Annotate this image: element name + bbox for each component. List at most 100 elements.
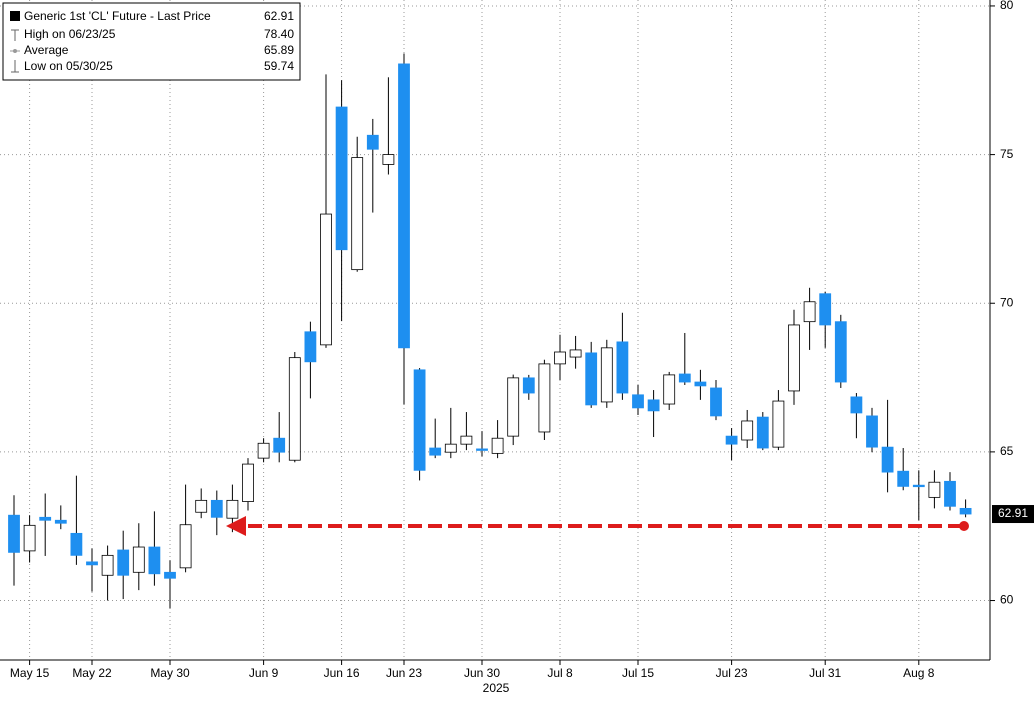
legend-value: 59.74 [264, 59, 294, 73]
x-axis-label: 2025 [483, 681, 510, 695]
candle-body [164, 571, 176, 579]
candle-body [803, 301, 816, 323]
candle-body [756, 416, 769, 449]
candle-body [132, 546, 145, 573]
candle-body [834, 321, 847, 383]
candle-body [70, 532, 83, 556]
candles [8, 53, 972, 609]
x-tick-label: Jun 23 [386, 666, 422, 680]
x-tick-label: Jun 9 [249, 666, 279, 680]
candle-body [273, 437, 286, 453]
candle-body [288, 357, 301, 461]
legend-value: 78.40 [264, 27, 294, 41]
candle-body [257, 442, 270, 459]
candle-body [600, 347, 613, 403]
candle-body [476, 448, 488, 451]
candle-body [101, 554, 114, 576]
candle-body [866, 415, 878, 448]
candle-body [429, 447, 442, 456]
x-tick-label: May 15 [10, 666, 50, 680]
last-price-tag [992, 505, 1034, 524]
x-tick-label: Aug 8 [903, 666, 935, 680]
candle-body [226, 499, 239, 519]
candle-body [54, 519, 67, 524]
legend-icon [13, 49, 17, 53]
candle-body [944, 480, 956, 507]
candle-body [179, 524, 192, 569]
candle-body [850, 396, 863, 414]
candle-body [320, 213, 332, 346]
x-tick-label: Jul 15 [622, 666, 654, 680]
candle-body [491, 437, 504, 454]
candle-body [398, 63, 410, 349]
candle-body [554, 351, 566, 365]
legend-value: 65.89 [264, 43, 294, 57]
x-tick-label: Jun 16 [324, 666, 360, 680]
candle-body [382, 154, 395, 165]
candle-body [8, 514, 20, 553]
legend-box [2, 2, 301, 81]
last-price-label: 62.91 [998, 506, 1028, 520]
candle-body [413, 369, 426, 471]
candle-body [616, 341, 629, 394]
legend-label: High on 06/23/25 [24, 27, 116, 41]
candle-body [569, 349, 582, 358]
candle-body [788, 324, 800, 392]
candle-body [117, 549, 130, 576]
candle-body [335, 106, 348, 251]
y-tick-label: 65 [1000, 444, 1014, 458]
candle-body [304, 331, 317, 363]
candle-body [538, 363, 551, 433]
candle-body [632, 394, 644, 409]
legend-label: Low on 05/30/25 [24, 59, 113, 73]
candle-body [694, 381, 707, 387]
candle-body [242, 463, 254, 502]
x-tick-label: Jun 30 [464, 666, 500, 680]
candle-body [881, 446, 894, 473]
y-tick-label: 75 [1000, 147, 1014, 161]
x-tick-label: May 30 [150, 666, 190, 680]
arrow-head [226, 516, 246, 536]
candle-body [772, 400, 785, 448]
legend: Generic 1st 'CL' Future - Last Price 62.… [2, 2, 301, 81]
arrow-dot [959, 521, 969, 531]
candle-body [351, 157, 364, 271]
y-tick-label: 70 [1000, 295, 1014, 309]
candle-body [366, 134, 379, 150]
candle-body [663, 374, 676, 405]
x-tick-label: Jul 8 [547, 666, 573, 680]
candle-body [148, 546, 161, 575]
legend-icon [11, 29, 19, 41]
legend-swatch [10, 11, 20, 21]
legend-value: 62.91 [264, 9, 294, 23]
candle-body [210, 499, 223, 518]
candle-body [195, 499, 208, 513]
candle-body [460, 435, 473, 445]
candle-body [741, 420, 754, 441]
y-tick-label: 80 [1000, 0, 1014, 12]
legend-icon [11, 60, 19, 73]
candle-body [959, 507, 972, 515]
candle-body [585, 352, 598, 406]
legend-label: Generic 1st 'CL' Future - Last Price [24, 9, 211, 23]
candle-body [444, 443, 457, 453]
x-tick-label: May 22 [72, 666, 112, 680]
candle-body [710, 387, 722, 417]
x-tick-label: Jul 31 [809, 666, 841, 680]
legend-label: Average [24, 43, 69, 57]
candle-body [39, 516, 52, 521]
candle-body [725, 435, 738, 445]
candle-body [928, 481, 941, 498]
candle-body [912, 484, 925, 488]
x-tick-label: Jul 23 [716, 666, 748, 680]
candle-body [819, 293, 832, 326]
candle-body [507, 377, 520, 437]
candle-body [678, 373, 691, 383]
y-tick-label: 60 [1000, 593, 1014, 607]
candle-body [897, 470, 910, 487]
candle-body [23, 524, 36, 552]
candle-body [647, 399, 660, 412]
candle-body [522, 377, 535, 394]
candle-body [86, 561, 98, 566]
